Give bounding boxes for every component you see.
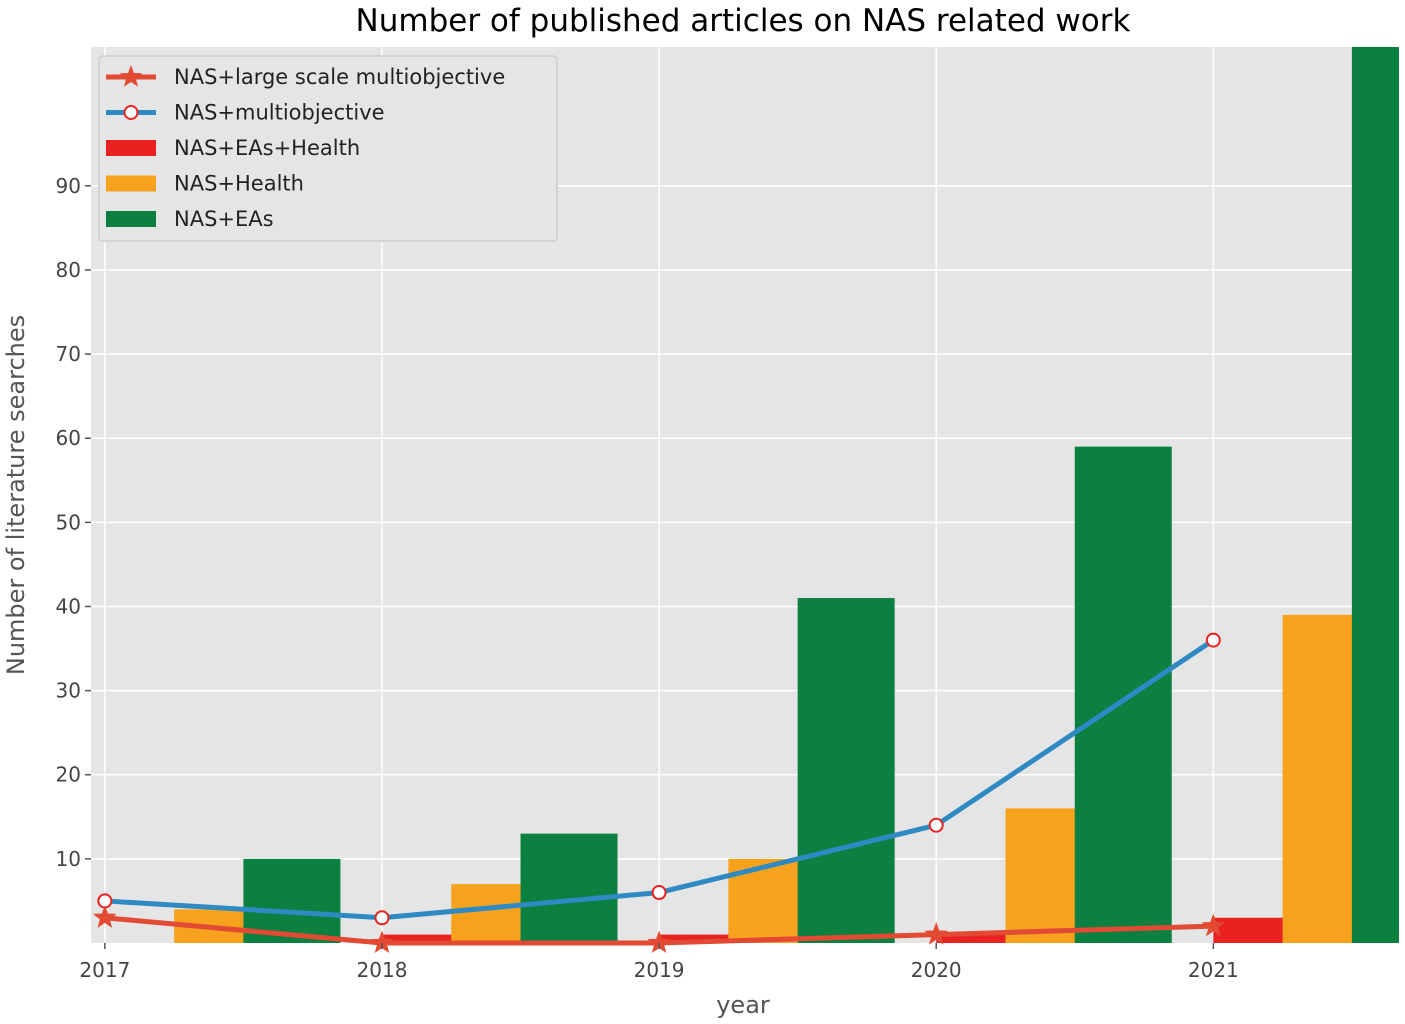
bar-nas-eas bbox=[520, 833, 618, 943]
marker-nas-multiobjective bbox=[374, 910, 390, 926]
grid bbox=[91, 47, 1399, 943]
y-tick-label: 10 bbox=[56, 847, 81, 871]
marker-nas-multiobjective bbox=[928, 817, 944, 833]
y-tick-label: 30 bbox=[56, 679, 81, 703]
y-tick-label: 50 bbox=[56, 510, 81, 534]
y-tick-label: 20 bbox=[56, 763, 81, 787]
y-axis-label: Number of literature searches bbox=[2, 315, 30, 675]
legend-swatch-nas-eas-health bbox=[106, 140, 156, 156]
y-tick-label: 60 bbox=[56, 426, 81, 450]
y-axis: 10 20 30 40 50 60 70 80 90 bbox=[56, 174, 91, 871]
legend-box bbox=[98, 55, 558, 242]
marker-nas-multiobjective bbox=[1205, 632, 1221, 648]
x-tick-label: 2018 bbox=[357, 958, 408, 982]
legend-marker bbox=[119, 65, 143, 87]
bar-nas-eas-health bbox=[659, 934, 757, 943]
bar-nas-eas-health bbox=[381, 934, 479, 943]
marker-nas-multiobjective bbox=[97, 893, 113, 909]
marker-nas-large-scale-multiobjective bbox=[924, 922, 949, 945]
y-tick-label: 90 bbox=[56, 174, 81, 198]
legend-label-nas-eas: NAS+EAs bbox=[174, 207, 274, 231]
legend-swatch-nas-eas bbox=[106, 211, 156, 227]
bar-nas-eas bbox=[797, 598, 895, 943]
x-tick-label: 2019 bbox=[634, 958, 685, 982]
x-axis-label: year bbox=[716, 991, 770, 1019]
x-axis: 2017 2018 2019 2020 2021 bbox=[79, 943, 1239, 982]
legend-label-nas-multiobjective: NAS+multiobjective bbox=[174, 101, 385, 125]
legend-label-nas-eas-health: NAS+EAs+Health bbox=[174, 136, 360, 160]
bar-nas-eas-health bbox=[936, 934, 1034, 943]
marker-nas-large-scale-multiobjective bbox=[93, 905, 117, 928]
bar-nas-eas bbox=[243, 858, 341, 943]
x-tick-label: 2017 bbox=[79, 958, 130, 982]
legend-marker bbox=[123, 105, 139, 120]
marker-nas-multiobjective bbox=[651, 885, 667, 901]
marker-nas-large-scale-multiobjective bbox=[1201, 913, 1226, 937]
legend-swatch-nas-health bbox=[106, 175, 156, 192]
y-tick-label: 70 bbox=[56, 342, 81, 366]
bar-nas-eas bbox=[1074, 446, 1172, 943]
x-tick-label: 2021 bbox=[1188, 958, 1239, 982]
x-tick-label: 2020 bbox=[911, 958, 962, 982]
y-tick-label: 40 bbox=[56, 594, 81, 618]
bars bbox=[174, 47, 1399, 943]
legend: NAS+large scale multiobjective NAS+multio… bbox=[98, 55, 558, 242]
legend-label-nas-health: NAS+Health bbox=[174, 172, 304, 196]
legend-label-nas-large-scale-multiobjective: NAS+large scale multiobjective bbox=[174, 65, 505, 89]
chart-title: Number of published articles on NAS rela… bbox=[356, 3, 1131, 39]
bar-nas-eas bbox=[1351, 47, 1399, 943]
y-tick-label: 80 bbox=[56, 258, 81, 282]
